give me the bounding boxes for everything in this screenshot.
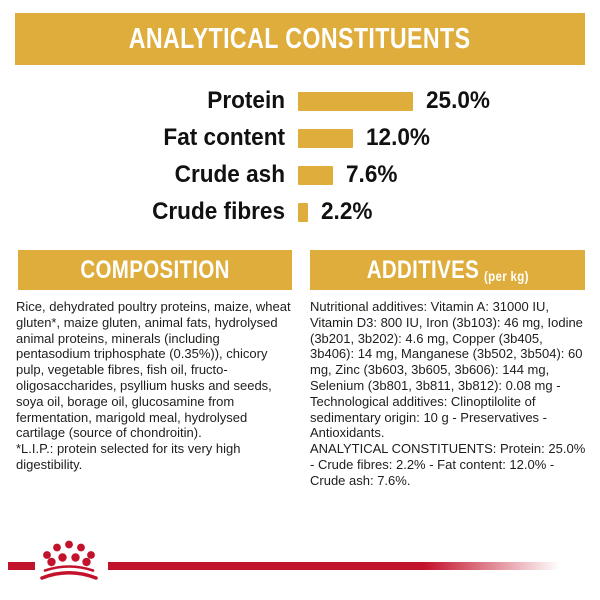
- chart-category-label: Fat content: [163, 124, 285, 151]
- chart-row: Protein 25.0%: [0, 86, 600, 116]
- chart-bar-segment: [298, 128, 354, 148]
- additives-title-suffix: (per kg): [483, 267, 529, 284]
- additives-title-main: ADDITIVES: [366, 255, 479, 284]
- chart-category-label: Protein: [207, 87, 285, 114]
- bar-chart: Protein 25.0% Fat content 12.0% Crude ash 7.6…: [0, 86, 600, 234]
- chart-category-label: Crude fibres: [152, 198, 285, 225]
- analytical-constituents-banner: ANALYTICAL CONSTITUENTS: [15, 13, 585, 65]
- chart-row: Fat content 12.0%: [0, 123, 600, 153]
- additives-banner: ADDITIVES (per kg): [310, 250, 585, 290]
- chart-bar-segment: [298, 91, 413, 111]
- chart-value-label: 12.0%: [366, 124, 431, 151]
- composition-text-block: Rice, dehydrated poultry proteins, maize…: [16, 299, 294, 473]
- chart-row: Crude fibres 2.2%: [0, 197, 600, 227]
- additives-title: ADDITIVES (per kg): [367, 256, 529, 285]
- chart-value-label: 2.2%: [321, 198, 373, 225]
- additives-body: Nutritional additives: Vitamin A: 31000 …: [310, 299, 583, 441]
- analytical-constituents-title: ANALYTICAL CONSTITUENTS: [129, 22, 471, 55]
- composition-title: COMPOSITION: [80, 255, 230, 284]
- composition-body: Rice, dehydrated poultry proteins, maize…: [16, 299, 291, 441]
- chart-value-label: 7.6%: [345, 161, 398, 188]
- chart-category-label: Crude ash: [174, 161, 285, 188]
- footer-rule-right: [108, 562, 560, 570]
- royal-canin-crown-icon: [40, 540, 98, 580]
- additives-analytical-summary: ANALYTICAL CONSTITUENTS: Protein: 25.0% …: [310, 441, 586, 488]
- chart-row: Crude ash 7.6%: [0, 160, 600, 190]
- composition-footnote: *L.I.P.: protein selected for its very h…: [16, 441, 241, 472]
- additives-text-block: Nutritional additives: Vitamin A: 31000 …: [310, 299, 588, 489]
- chart-bar-segment: [298, 202, 309, 222]
- chart-bar-segment: [298, 165, 333, 185]
- footer-rule-left: [8, 562, 35, 570]
- chart-value-label: 25.0%: [426, 87, 490, 114]
- composition-banner: COMPOSITION: [18, 250, 292, 290]
